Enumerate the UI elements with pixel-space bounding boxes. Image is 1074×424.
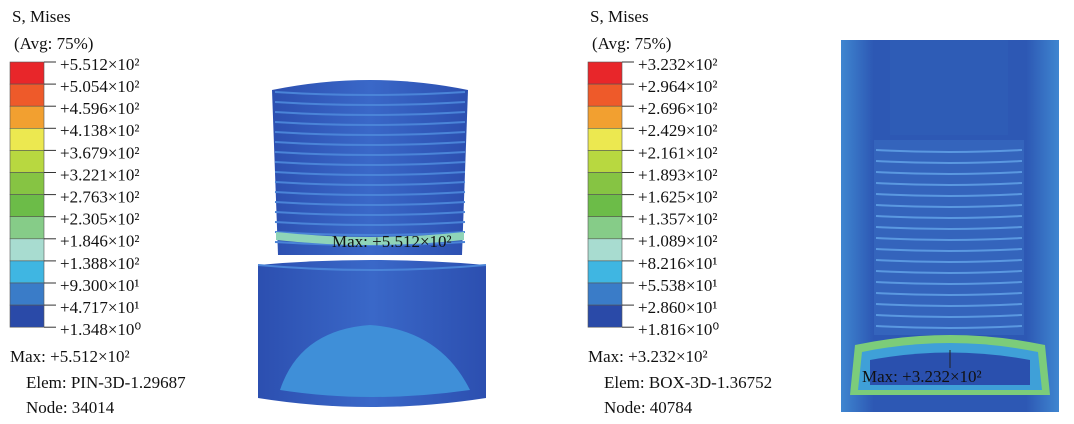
legend-subtitle: (Avg: 75%) xyxy=(14,34,93,53)
legend-label: +4.596×10² xyxy=(60,99,140,118)
legend-swatch xyxy=(588,173,622,195)
max-value: Max: +3.232×10² xyxy=(588,347,708,366)
legend-swatch xyxy=(588,283,622,305)
legend-swatch xyxy=(10,84,44,106)
element-id: Elem: BOX-3D-1.36752 xyxy=(604,373,772,392)
legend-label: +4.138×10² xyxy=(60,121,140,140)
max-annotation: Max: +5.512×10² xyxy=(332,232,452,251)
legend-swatch xyxy=(10,173,44,195)
legend-title: S, Mises xyxy=(590,7,649,26)
node-id: Node: 34014 xyxy=(26,398,115,417)
legend-label: +1.348×10⁰ xyxy=(60,320,141,339)
legend-swatch xyxy=(10,283,44,305)
legend-label: +2.964×10² xyxy=(638,77,718,96)
legend-swatch xyxy=(588,239,622,261)
legend-swatch xyxy=(588,150,622,172)
legend-label: +1.846×10² xyxy=(60,232,140,251)
element-id: Elem: PIN-3D-1.29687 xyxy=(26,373,186,392)
legend-label: +2.429×10² xyxy=(638,121,718,140)
legend-label: +8.216×10¹ xyxy=(638,254,718,273)
max-annotation: Max: +3.232×10² xyxy=(862,367,982,386)
legend-label: +1.089×10² xyxy=(638,232,718,251)
legend-label: +5.512×10² xyxy=(60,55,140,74)
legend-swatch xyxy=(588,128,622,150)
legend-swatch xyxy=(10,217,44,239)
legend-swatch xyxy=(10,195,44,217)
legend-swatch xyxy=(588,261,622,283)
legend-swatch xyxy=(10,128,44,150)
legend-label: +1.893×10² xyxy=(638,165,718,184)
legend-label: +1.357×10² xyxy=(638,210,718,229)
node-id: Node: 40784 xyxy=(604,398,693,417)
legend-swatch xyxy=(10,239,44,261)
legend-subtitle: (Avg: 75%) xyxy=(592,34,671,53)
legend-label: +3.221×10² xyxy=(60,165,140,184)
legend-swatch xyxy=(10,305,44,327)
legend-label: +2.860×10¹ xyxy=(638,298,718,317)
legend-label: +2.696×10² xyxy=(638,99,718,118)
legend-swatch xyxy=(10,106,44,128)
legend-swatch xyxy=(588,62,622,84)
legend-swatch xyxy=(10,62,44,84)
legend-swatch xyxy=(588,84,622,106)
legend-label: +1.816×10⁰ xyxy=(638,320,719,339)
legend-label: +5.054×10² xyxy=(60,77,140,96)
legend-label: +2.305×10² xyxy=(60,210,140,229)
legend-title: S, Mises xyxy=(12,7,71,26)
legend-swatch xyxy=(588,106,622,128)
legend-label: +1.388×10² xyxy=(60,254,140,273)
legend-swatch xyxy=(588,195,622,217)
legend-label: +2.763×10² xyxy=(60,188,140,207)
legend-label: +5.538×10¹ xyxy=(638,276,718,295)
legend-label: +9.300×10¹ xyxy=(60,276,140,295)
legend-label: +1.625×10² xyxy=(638,188,718,207)
legend-swatch xyxy=(588,305,622,327)
legend-label: +4.717×10¹ xyxy=(60,298,140,317)
legend-label: +2.161×10² xyxy=(638,143,718,162)
page: {"panels": [ {"title": "S, Mises", "subt… xyxy=(0,0,1074,419)
legend-label: +3.232×10² xyxy=(638,55,718,74)
figure: S, Mises (Avg: 75%) +5.512×10² +5.054×10² +4… xyxy=(0,0,1074,419)
legend-swatch xyxy=(10,150,44,172)
legend-label: +3.679×10² xyxy=(60,143,140,162)
legend-swatch xyxy=(588,217,622,239)
max-value: Max: +5.512×10² xyxy=(10,347,130,366)
legend-swatch xyxy=(10,261,44,283)
